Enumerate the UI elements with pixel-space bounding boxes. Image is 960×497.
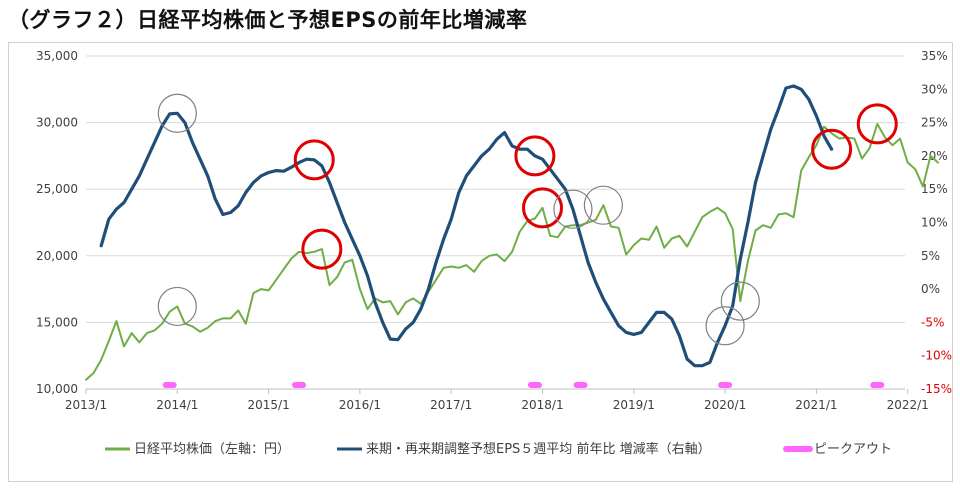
chart-title: （グラフ２）日経平均株価と予想EPSの前年比増減率 (8, 8, 528, 32)
right-tick-label: -5% (921, 315, 944, 329)
series-layer (85, 84, 940, 381)
annotation-circle (811, 128, 853, 170)
annotation-circle (522, 187, 563, 229)
annotation-circle (583, 185, 623, 225)
legend-label-nikkei: 日経平均株価（左軸：円） (134, 442, 290, 457)
right-tick-label: 5% (921, 249, 940, 263)
left-tick-label: 15,000 (36, 315, 78, 329)
series-line-nikkei (85, 122, 940, 381)
annotation-circle (301, 228, 343, 270)
right-tick-label: 20% (921, 149, 948, 163)
x-tick-label: 2014/1 (156, 398, 198, 412)
annotation-circle (856, 103, 898, 145)
annotation-circle (705, 306, 745, 346)
left-tick-label: 30,000 (36, 116, 78, 130)
right-tick-label: 35% (921, 49, 948, 63)
left-axis-ticks: 10,000 15,000 20,000 25,000 30,000 35,000 (36, 49, 78, 396)
right-axis-ticks: -15% -10% -5% 0% 5% 10% 15% 20% 25% 30% 35% (921, 49, 952, 396)
left-tick-label: 20,000 (36, 249, 78, 263)
right-tick-label: 10% (921, 216, 948, 230)
right-tick-label: 15% (921, 182, 948, 196)
x-tick-label: 2021/1 (795, 398, 837, 412)
annotation-circle (553, 189, 593, 229)
legend: 日経平均株価（左軸：円） 来期・再来期調整予想EPS５週平均 前年比 増減率（右… (105, 441, 892, 457)
x-tick-label: 2018/1 (521, 398, 563, 412)
x-axis-ticks: 2013/1 2014/1 2015/1 2016/1 2017/1 2018/1 2019… (65, 389, 929, 412)
x-tick-label: 2013/1 (65, 398, 107, 412)
annotation-circle (514, 135, 556, 177)
peakout-markers (157, 93, 898, 388)
x-tick-label: 2016/1 (339, 398, 381, 412)
x-tick-label: 2017/1 (430, 398, 472, 412)
annotation-circle (293, 139, 335, 181)
right-tick-label: 0% (921, 282, 940, 296)
right-tick-label: -10% (921, 349, 952, 363)
annotation-circle (720, 281, 760, 321)
right-tick-label: 25% (921, 116, 948, 130)
legend-label-eps: 来期・再来期調整予想EPS５週平均 前年比 増減率（右軸） (366, 441, 711, 457)
right-tick-label: 30% (921, 82, 948, 96)
left-tick-label: 10,000 (36, 382, 78, 396)
series-line-eps (99, 84, 834, 368)
gridlines (86, 55, 905, 390)
x-tick-label: 2022/1 (887, 398, 929, 412)
legend-label-peakout: ピークアウト (814, 442, 892, 457)
annotation-circle (157, 93, 197, 133)
chart-frame (8, 42, 953, 482)
annotation-circle (157, 286, 197, 327)
x-tick-label: 2020/1 (704, 398, 746, 412)
left-tick-label: 25,000 (36, 182, 78, 196)
left-tick-label: 35,000 (36, 49, 78, 63)
x-tick-label: 2019/1 (613, 398, 655, 412)
right-tick-label: -15% (921, 382, 952, 396)
x-tick-label: 2015/1 (247, 398, 289, 412)
